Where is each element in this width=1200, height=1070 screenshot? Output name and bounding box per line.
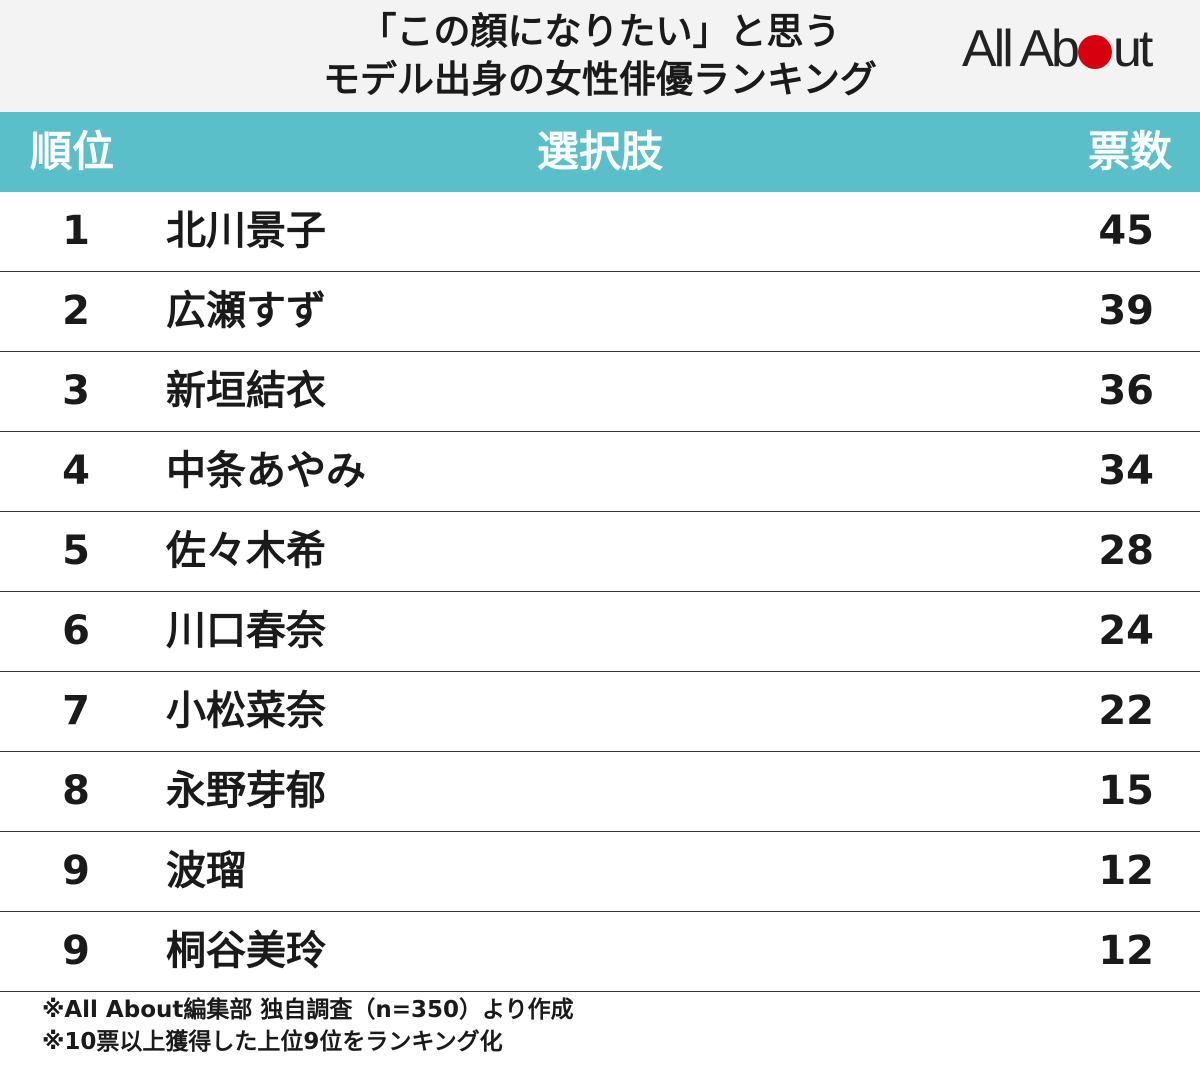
- votes-cell: 28: [1098, 528, 1154, 574]
- votes-cell: 24: [1098, 608, 1154, 654]
- rank-cell: 7: [62, 688, 90, 734]
- table-row: 2 広瀬すず 39: [0, 272, 1200, 352]
- table-row: 5 佐々木希 28: [0, 512, 1200, 592]
- footnotes: ※All About編集部 独自調査（n=350）より作成 ※10票以上獲得した…: [42, 994, 574, 1058]
- name-cell: 桐谷美玲: [166, 928, 326, 974]
- footnote-source: ※All About編集部 独自調査（n=350）より作成: [42, 997, 574, 1023]
- rank-cell: 3: [62, 368, 90, 414]
- rank-cell: 9: [62, 928, 90, 974]
- column-header-rank: 順位: [30, 127, 115, 176]
- column-header-votes: 票数: [1087, 127, 1172, 176]
- rank-cell: 2: [62, 288, 90, 334]
- rank-cell: 1: [62, 208, 90, 254]
- table-row: 7 小松菜奈 22: [0, 672, 1200, 752]
- logo-red-dot-icon: [1077, 35, 1112, 69]
- table-row: 1 北川景子 45: [0, 192, 1200, 272]
- votes-cell: 15: [1098, 768, 1154, 814]
- table-row: 9 桐谷美玲 12: [0, 912, 1200, 992]
- rank-cell: 9: [62, 848, 90, 894]
- table-row: 6 川口春奈 24: [0, 592, 1200, 672]
- column-header-choice: 選択肢: [536, 127, 663, 176]
- table-row: 4 中条あやみ 34: [0, 432, 1200, 512]
- name-cell: 小松菜奈: [166, 688, 326, 734]
- page-title: 「この顔になりたい」と思う モデル出身の女性俳優ランキング: [0, 8, 1200, 104]
- rank-cell: 4: [62, 448, 90, 494]
- ranking-table-body: 1 北川景子 45 2 広瀬すず 39 3 新垣結衣 36 4 中条あやみ 34…: [0, 192, 1200, 992]
- votes-cell: 36: [1098, 368, 1154, 414]
- votes-cell: 12: [1098, 848, 1154, 894]
- rank-cell: 6: [62, 608, 90, 654]
- votes-cell: 12: [1098, 928, 1154, 974]
- name-cell: 佐々木希: [166, 528, 326, 574]
- name-cell: 永野芽郁: [166, 768, 326, 814]
- votes-cell: 22: [1098, 688, 1154, 734]
- header: 「この顔になりたい」と思う モデル出身の女性俳優ランキング All Ab ut: [0, 0, 1200, 112]
- votes-cell: 45: [1098, 208, 1154, 254]
- title-line-1: 「この顔になりたい」と思う: [359, 10, 841, 53]
- footnote-method: ※10票以上獲得した上位9位をランキング化: [42, 1029, 503, 1055]
- name-cell: 広瀬すず: [166, 288, 326, 334]
- votes-cell: 34: [1098, 448, 1154, 494]
- votes-cell: 39: [1098, 288, 1154, 334]
- name-cell: 新垣結衣: [166, 368, 326, 414]
- name-cell: 北川景子: [166, 208, 326, 254]
- table-row: 8 永野芽郁 15: [0, 752, 1200, 832]
- name-cell: 川口春奈: [166, 608, 326, 654]
- name-cell: 波瑠: [166, 848, 246, 894]
- table-row: 3 新垣結衣 36: [0, 352, 1200, 432]
- name-cell: 中条あやみ: [166, 448, 366, 494]
- title-line-2: モデル出身の女性俳優ランキング: [323, 58, 877, 101]
- table-row: 9 波瑠 12: [0, 832, 1200, 912]
- all-about-logo: All Ab ut: [962, 20, 1153, 78]
- rank-cell: 8: [62, 768, 90, 814]
- logo-text-left: All Ab: [962, 20, 1080, 78]
- table-header: 順位 選択肢 票数: [0, 112, 1200, 192]
- logo-text-right: ut: [1112, 20, 1153, 78]
- rank-cell: 5: [62, 528, 90, 574]
